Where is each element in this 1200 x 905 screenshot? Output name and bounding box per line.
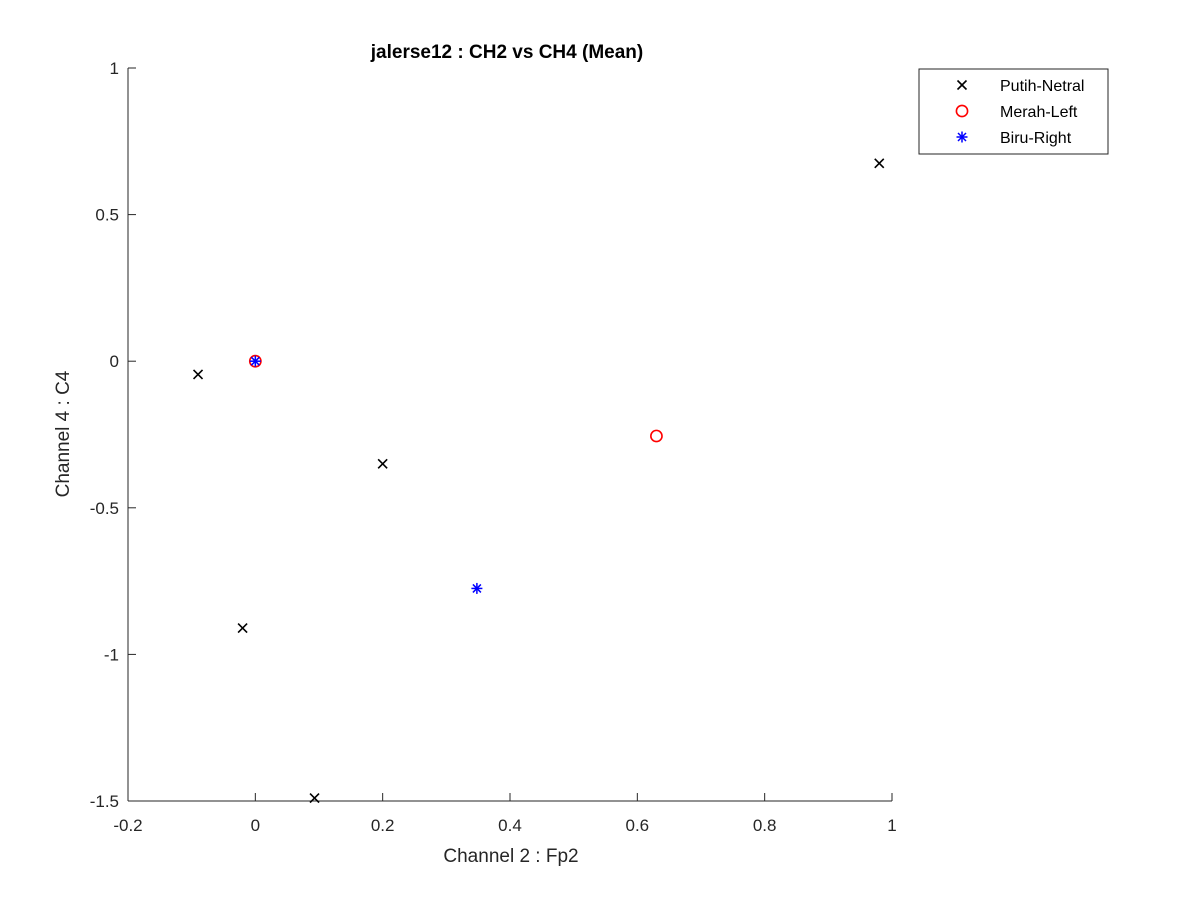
- ticks: -0.2 0 0.2 0.4 0.6 0.8 1 -1.5 -1 -0.5 0 0.5 1: [90, 59, 897, 835]
- series-merah-left: [248, 354, 663, 443]
- legend-item: Merah-Left: [955, 104, 1078, 121]
- legend-label: Putih-Netral: [1000, 78, 1084, 95]
- x-tick-label: 0.4: [498, 816, 522, 835]
- y-tick-label: 0: [110, 352, 119, 371]
- data-point: [237, 622, 248, 634]
- data-point: [377, 458, 388, 469]
- y-tick-label: -1: [104, 645, 119, 664]
- x-tick-label: 0.6: [626, 816, 650, 835]
- y-tick-label: 1: [110, 59, 119, 78]
- y-tick-label: -0.5: [90, 499, 119, 518]
- series-biru-right: [249, 355, 483, 594]
- data-point: [248, 354, 262, 368]
- data-point: [650, 429, 663, 443]
- data-points: [192, 158, 885, 804]
- legend-label: Merah-Left: [1000, 104, 1078, 121]
- data-point: [309, 793, 320, 804]
- y-tick-label: -1.5: [90, 792, 119, 811]
- x-tick-label: 0.8: [753, 816, 777, 835]
- data-point: [874, 158, 885, 169]
- x-axis-label: Channel 2 : Fp2: [443, 846, 578, 867]
- y-axis-label: Channel 4 : C4: [53, 370, 74, 497]
- data-point: [249, 355, 261, 367]
- legend-label: Biru-Right: [1000, 130, 1072, 147]
- legend-marker: [956, 131, 968, 143]
- data-point: [471, 582, 483, 594]
- legend: Putih-Netral Merah-Left Biru-Right: [918, 68, 1109, 155]
- x-tick-label: 0.2: [371, 816, 395, 835]
- legend-marker: [955, 104, 969, 118]
- legend-marker: [956, 79, 968, 91]
- y-tick-label: 0.5: [95, 206, 119, 225]
- x-tick-label: -0.2: [113, 816, 142, 835]
- x-tick-label: 0: [251, 816, 260, 835]
- x-tick-label: 1: [887, 816, 896, 835]
- series-putih-netral: [192, 158, 885, 804]
- chart-title: jalerse12 : CH2 vs CH4 (Mean): [370, 42, 643, 63]
- legend-item: Biru-Right: [956, 130, 1072, 147]
- axes: [127, 68, 892, 802]
- legend-item: Putih-Netral: [956, 78, 1084, 95]
- legend-box: [918, 68, 1109, 155]
- data-point: [192, 369, 204, 380]
